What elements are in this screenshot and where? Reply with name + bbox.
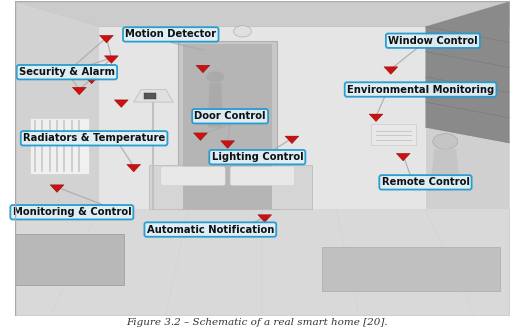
Text: Automatic Notification: Automatic Notification <box>147 225 274 235</box>
Polygon shape <box>430 149 460 184</box>
Text: Window Control: Window Control <box>388 36 478 46</box>
Polygon shape <box>15 234 124 285</box>
Polygon shape <box>15 209 509 316</box>
Polygon shape <box>114 100 128 107</box>
Polygon shape <box>384 67 398 74</box>
Text: Environmental Monitoring: Environmental Monitoring <box>347 85 494 94</box>
Text: Door Control: Door Control <box>194 111 266 121</box>
Polygon shape <box>425 1 509 143</box>
Polygon shape <box>127 164 141 172</box>
Text: Security & Alarm: Security & Alarm <box>19 67 115 77</box>
Polygon shape <box>425 1 509 209</box>
Polygon shape <box>208 83 223 127</box>
Text: Figure 3.2 – Schematic of a real smart home [20].: Figure 3.2 – Schematic of a real smart h… <box>126 318 387 327</box>
Polygon shape <box>105 56 119 63</box>
Circle shape <box>206 71 224 83</box>
Polygon shape <box>15 1 509 27</box>
Bar <box>144 93 156 99</box>
Polygon shape <box>178 41 277 209</box>
Polygon shape <box>100 36 113 43</box>
Polygon shape <box>15 1 509 27</box>
Polygon shape <box>285 136 299 143</box>
Polygon shape <box>15 1 99 209</box>
Polygon shape <box>134 89 173 102</box>
Polygon shape <box>72 87 86 95</box>
Polygon shape <box>258 215 272 222</box>
FancyBboxPatch shape <box>161 166 225 186</box>
FancyBboxPatch shape <box>230 166 294 186</box>
Polygon shape <box>221 141 234 148</box>
Text: Radiators & Temperature: Radiators & Temperature <box>23 133 165 143</box>
Text: Lighting Control: Lighting Control <box>211 152 303 162</box>
Polygon shape <box>85 76 98 84</box>
Polygon shape <box>149 165 312 209</box>
Text: Remote Control: Remote Control <box>382 177 469 187</box>
FancyBboxPatch shape <box>30 118 89 174</box>
Polygon shape <box>193 133 207 140</box>
Text: Motion Detector: Motion Detector <box>125 29 216 39</box>
Circle shape <box>433 134 458 149</box>
Polygon shape <box>183 44 272 209</box>
Polygon shape <box>50 185 64 192</box>
FancyBboxPatch shape <box>371 124 416 144</box>
Text: Monitoring & Control: Monitoring & Control <box>12 207 131 217</box>
Polygon shape <box>196 65 210 73</box>
Circle shape <box>233 26 251 37</box>
Polygon shape <box>322 247 500 291</box>
Polygon shape <box>99 27 425 209</box>
Polygon shape <box>369 114 383 121</box>
Polygon shape <box>397 153 410 161</box>
